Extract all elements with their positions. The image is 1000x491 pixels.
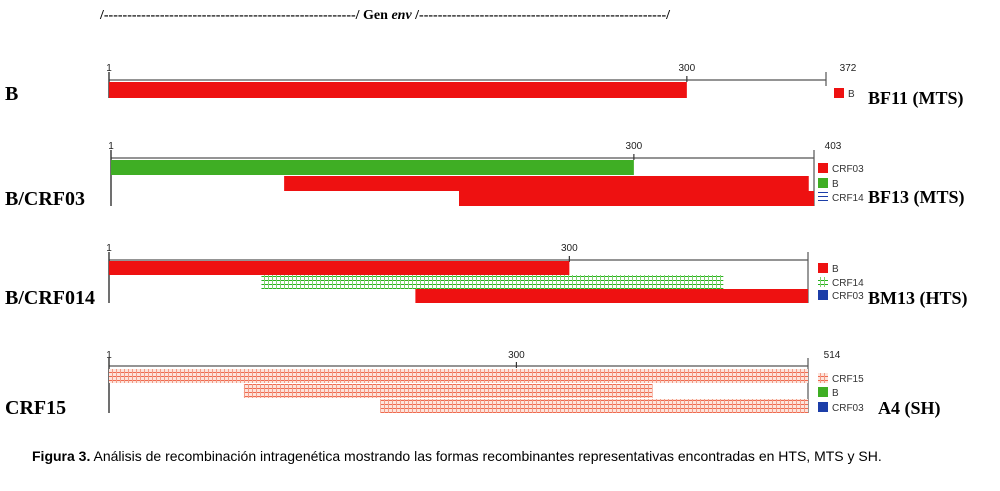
gene-header-gene: env <box>391 8 412 23</box>
panel-label: B/CRF03 <box>5 188 85 210</box>
tick-label: 1 <box>106 350 112 361</box>
panel-p1: 1 300 372 B B BF11 (MTS) <box>5 63 964 109</box>
tick-label: 1 <box>106 63 112 74</box>
segment-bar <box>109 369 808 383</box>
gene-header-right: /---------------------------------------… <box>412 8 671 23</box>
tick-label: 300 <box>508 350 525 361</box>
legend-swatch <box>818 402 828 412</box>
panel-label: B/CRF014 <box>5 287 95 309</box>
tick-label: 1 <box>106 243 112 254</box>
segment-bar <box>380 399 808 413</box>
caption-label: Figura 3. <box>32 448 91 464</box>
sample-label: BF11 (MTS) <box>868 88 964 109</box>
recombination-figure: /---------------------------------------… <box>5 8 968 419</box>
legend-label: B <box>832 264 839 275</box>
figure-caption: Figura 3. Análisis de recombinación intr… <box>32 447 972 465</box>
legend-label: CRF14 <box>832 193 864 204</box>
legend-swatch <box>818 192 828 202</box>
gene-header: /---------------------------------------… <box>99 8 671 23</box>
legend-swatch <box>818 290 828 300</box>
tick-label: 300 <box>626 141 643 152</box>
segment-bar <box>261 275 724 289</box>
legend-label: CRF03 <box>832 164 864 175</box>
segment-bar <box>415 289 808 303</box>
caption-text: Análisis de recombinación intragenética … <box>90 448 882 464</box>
panel-p4: 1 300 514 CRF15 B CRF03 CRF15 A4 (SH) <box>5 350 941 419</box>
legend-label: B <box>832 179 839 190</box>
tick-label: 372 <box>840 63 857 74</box>
legend-label: B <box>848 89 855 100</box>
legend-label: CRF14 <box>832 278 864 289</box>
legend-swatch <box>818 277 828 287</box>
sample-label: BF13 (MTS) <box>868 187 965 208</box>
legend-swatch <box>818 163 828 173</box>
tick-label: 403 <box>825 141 842 152</box>
tick-label: 300 <box>679 63 696 74</box>
segment-bar <box>243 384 653 398</box>
segment-bar <box>109 82 687 98</box>
panel-p3: 1 300 B CRF14 CRF03 B/CRF014 BM13 (HTS) <box>5 243 968 309</box>
sample-label: BM13 (HTS) <box>868 288 968 309</box>
segment-bar <box>459 191 814 206</box>
tick-label: 300 <box>561 243 578 254</box>
segment-bar <box>111 160 634 175</box>
legend-swatch <box>834 88 844 98</box>
segment-bar <box>109 261 570 275</box>
legend-label: CRF15 <box>832 374 864 385</box>
legend-label: CRF03 <box>832 291 864 302</box>
segment-bar <box>284 176 809 191</box>
panel-label: B <box>5 83 18 105</box>
sample-label: A4 (SH) <box>878 398 941 419</box>
legend-swatch <box>818 387 828 397</box>
legend-swatch <box>818 373 828 383</box>
tick-label: 514 <box>824 350 841 361</box>
panels: 1 300 372 B B BF11 (MTS) 1 300 403 CRF03 B CRF14 B/C… <box>5 63 968 419</box>
legend-label: CRF03 <box>832 403 864 414</box>
panel-p2: 1 300 403 CRF03 B CRF14 B/CRF03 BF13 (MTS) <box>5 141 965 210</box>
tick-label: 1 <box>108 141 114 152</box>
panel-label: CRF15 <box>5 397 66 419</box>
legend-label: B <box>832 388 839 399</box>
gene-header-left: /---------------------------------------… <box>99 8 391 23</box>
legend-swatch <box>818 263 828 273</box>
legend-swatch <box>818 178 828 188</box>
